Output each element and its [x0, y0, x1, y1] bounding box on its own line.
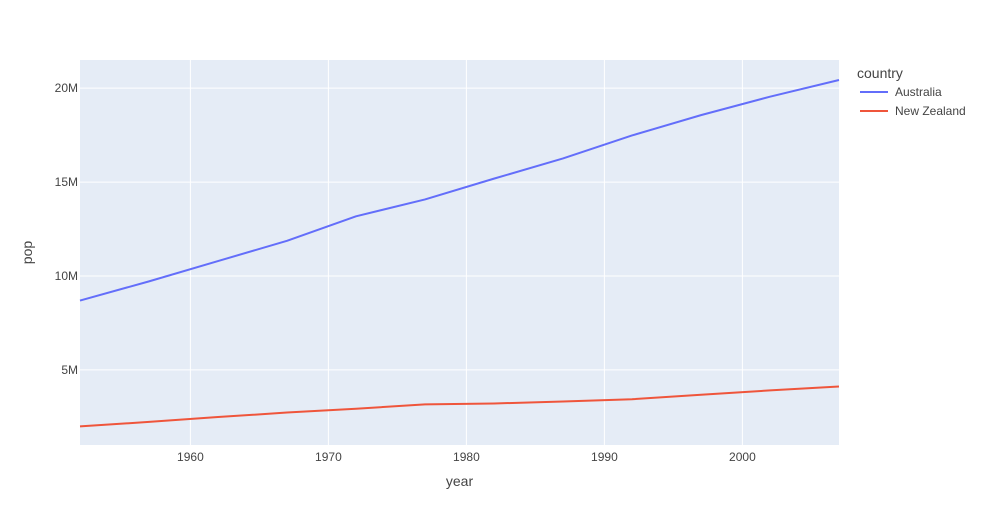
y-tick-label: 5M	[61, 363, 78, 377]
legend-item-australia[interactable]: Australia	[860, 85, 942, 99]
legend-label: New Zealand	[895, 104, 966, 118]
y-axis-title: pop	[19, 241, 35, 265]
x-axis-title: year	[446, 473, 474, 489]
legend-item-new-zealand[interactable]: New Zealand	[860, 104, 966, 118]
x-tick-label: 2000	[729, 450, 756, 464]
y-axis-ticks: 5M 10M 15M 20M	[55, 81, 78, 377]
x-tick-label: 1980	[453, 450, 480, 464]
legend[interactable]: country Australia New Zealand	[857, 65, 966, 118]
series-line-australia[interactable]	[79, 79, 840, 302]
x-tick-label: 1960	[177, 450, 204, 464]
x-tick-label: 1970	[315, 450, 342, 464]
y-tick-label: 10M	[55, 269, 78, 283]
y-tick-label: 20M	[55, 81, 78, 95]
series-lines	[79, 79, 840, 428]
x-tick-label: 1990	[591, 450, 618, 464]
plot-area	[80, 60, 839, 445]
x-axis-ticks: 1960 1970 1980 1990 2000	[177, 450, 756, 464]
grid-lines	[80, 60, 839, 445]
legend-label: Australia	[895, 85, 942, 99]
series-line-new-zealand[interactable]	[79, 385, 840, 428]
legend-items[interactable]: Australia New Zealand	[860, 85, 966, 118]
y-tick-label: 15M	[55, 175, 78, 189]
legend-title: country	[857, 65, 903, 81]
